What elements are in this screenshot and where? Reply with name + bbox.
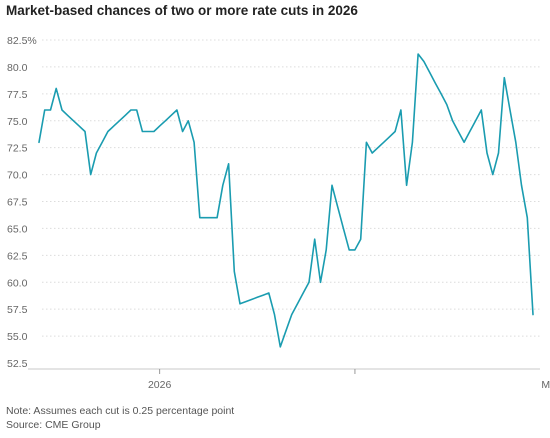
- series-line: [38, 53, 534, 348]
- y-tick-label: 62.5: [7, 250, 28, 262]
- y-tick-label: 72.5: [7, 143, 28, 155]
- y-tick-label: 80.0: [7, 62, 28, 74]
- y-tick-label: 77.5: [7, 89, 28, 101]
- y-tick-label: 75.0: [7, 116, 28, 128]
- chart-note: Note: Assumes each cut is 0.25 percentag…: [6, 405, 235, 417]
- y-tick-label: 57.5: [7, 304, 28, 316]
- y-tick-label: 70.0: [7, 170, 28, 182]
- gridlines: [42, 39, 540, 337]
- chart-plot: 82.5% 80.0 77.5 75.0 72.5 70.0 67.5 65.0 62.5 60.…: [7, 35, 550, 391]
- y-tick-label: 82.5%: [7, 35, 37, 47]
- chart-source: Source: CME Group: [6, 419, 101, 431]
- footnotes: Note: Assumes each cut is 0.25 percentag…: [6, 404, 234, 432]
- y-axis-ticks: 82.5% 80.0 77.5 75.0 72.5 70.0 67.5 65.0 62.5 60.…: [7, 35, 37, 370]
- y-tick-label: 60.0: [7, 277, 28, 289]
- y-tick-label: 55.0: [7, 331, 28, 343]
- y-tick-label: 67.5: [7, 197, 28, 209]
- y-tick-label: 65.0: [7, 223, 28, 235]
- chart-title: Market-based chances of two or more rate…: [6, 3, 358, 18]
- x-tick-label: 2026: [148, 379, 172, 391]
- y-tick-label: 52.5: [7, 358, 28, 370]
- x-tick-label: March: [541, 379, 550, 391]
- x-axis-ticks: 2026 March: [148, 369, 550, 391]
